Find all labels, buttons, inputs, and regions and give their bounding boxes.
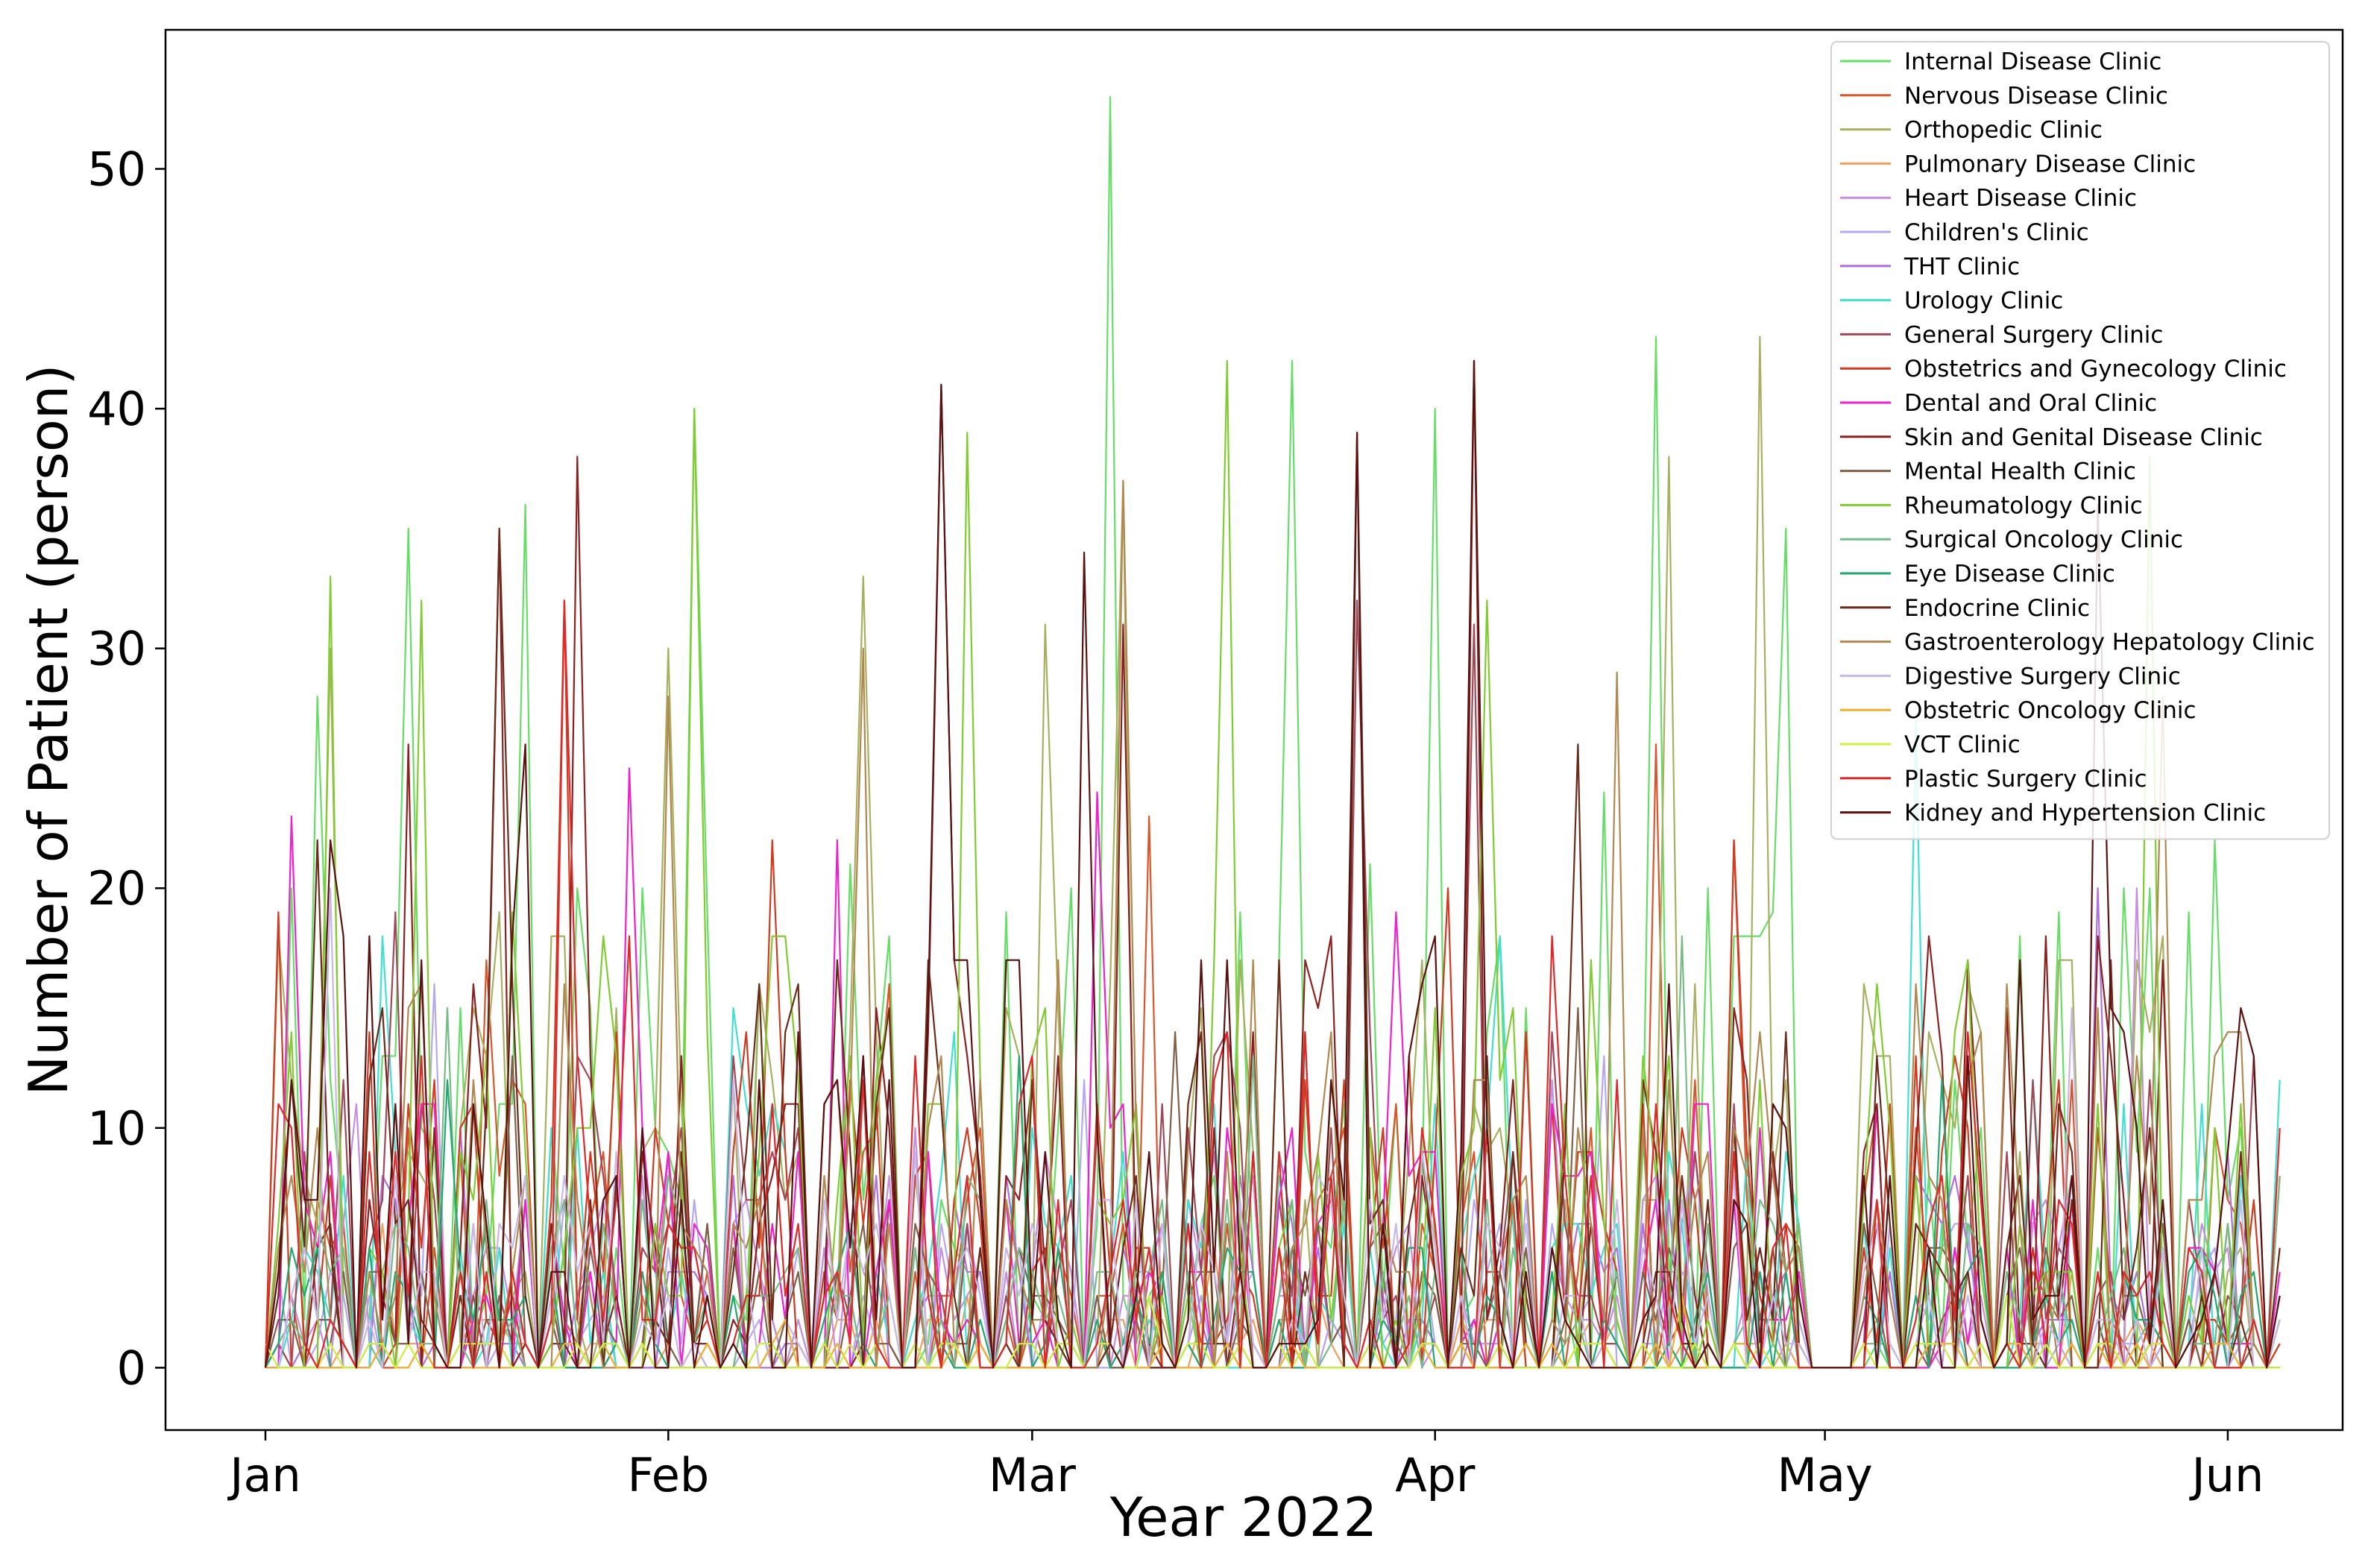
legend-entry: Orthopedic Clinic	[1904, 117, 2103, 144]
plot-frame	[164, 28, 2344, 1432]
legend-entry: Surgical Oncology Clinic	[1904, 526, 2183, 553]
legend-frame	[1830, 41, 2330, 840]
y-tick-label: 20	[87, 861, 146, 916]
x-tick-label: May	[1777, 1448, 1873, 1502]
legend-entry: Gastroenterology Hepatology Clinic	[1904, 629, 2315, 656]
legend-entry: Urology Clinic	[1904, 288, 2063, 315]
legend: Internal Disease Clinic Nervous Disease C…	[1830, 41, 2330, 840]
legend-entry: Mental Health Clinic	[1904, 459, 2136, 485]
legend-entry: VCT Clinic	[1904, 731, 2021, 758]
legend-entry: Dental and Oral Clinic	[1904, 390, 2157, 417]
y-tick-label: 40	[87, 382, 146, 436]
series-line	[264, 432, 2281, 1369]
legend-entry: Endocrine Clinic	[1904, 595, 2090, 622]
x-tick-label: Jun	[2188, 1448, 2264, 1502]
x-axis-label: Year 2022	[1109, 1486, 1378, 1549]
y-tick-label: 10	[87, 1101, 146, 1156]
legend-entry: Internal Disease Clinic	[1904, 48, 2161, 75]
y-tick-label: 30	[87, 622, 146, 676]
legend-entry: Kidney and Hypertension Clinic	[1904, 800, 2266, 827]
x-tick-label: Apr	[1395, 1448, 1476, 1502]
y-axis: 0 10 20 30 40 50	[87, 142, 166, 1395]
x-tick-label: Feb	[627, 1448, 709, 1502]
x-axis: Jan Feb Mar Apr May Jun	[227, 1430, 2264, 1502]
legend-entry: Children's Clinic	[1904, 219, 2089, 246]
legend-entry: Plastic Surgery Clinic	[1904, 766, 2147, 793]
legend-entry: Obstetrics and Gynecology Clinic	[1904, 356, 2287, 382]
series-line	[264, 599, 2281, 1369]
legend-entry: THT Clinic	[1903, 254, 2020, 280]
legend-entry: Eye Disease Clinic	[1904, 561, 2115, 588]
x-tick-label: Jan	[227, 1448, 301, 1502]
legend-entry: Obstetric Oncology Clinic	[1904, 697, 2197, 724]
legend-entry: Skin and Genital Disease Clinic	[1904, 424, 2263, 451]
legend-entry: Digestive Surgery Clinic	[1904, 663, 2181, 690]
legend-entry: Rheumatology Clinic	[1904, 492, 2143, 519]
series-line	[264, 359, 2281, 1369]
series-layer	[264, 95, 2281, 1369]
y-axis-label: Number of Patient (person)	[17, 365, 80, 1096]
x-tick-label: Mar	[989, 1448, 1076, 1502]
legend-entry: General Surgery Clinic	[1904, 321, 2163, 348]
legend-entry: Nervous Disease Clinic	[1904, 83, 2168, 110]
series-line	[265, 1055, 2280, 1369]
y-tick-label: 50	[87, 142, 146, 197]
legend-entry: Pulmonary Disease Clinic	[1904, 151, 2196, 177]
y-tick-label: 0	[117, 1341, 146, 1395]
legend-entry: Heart Disease Clinic	[1904, 185, 2137, 212]
